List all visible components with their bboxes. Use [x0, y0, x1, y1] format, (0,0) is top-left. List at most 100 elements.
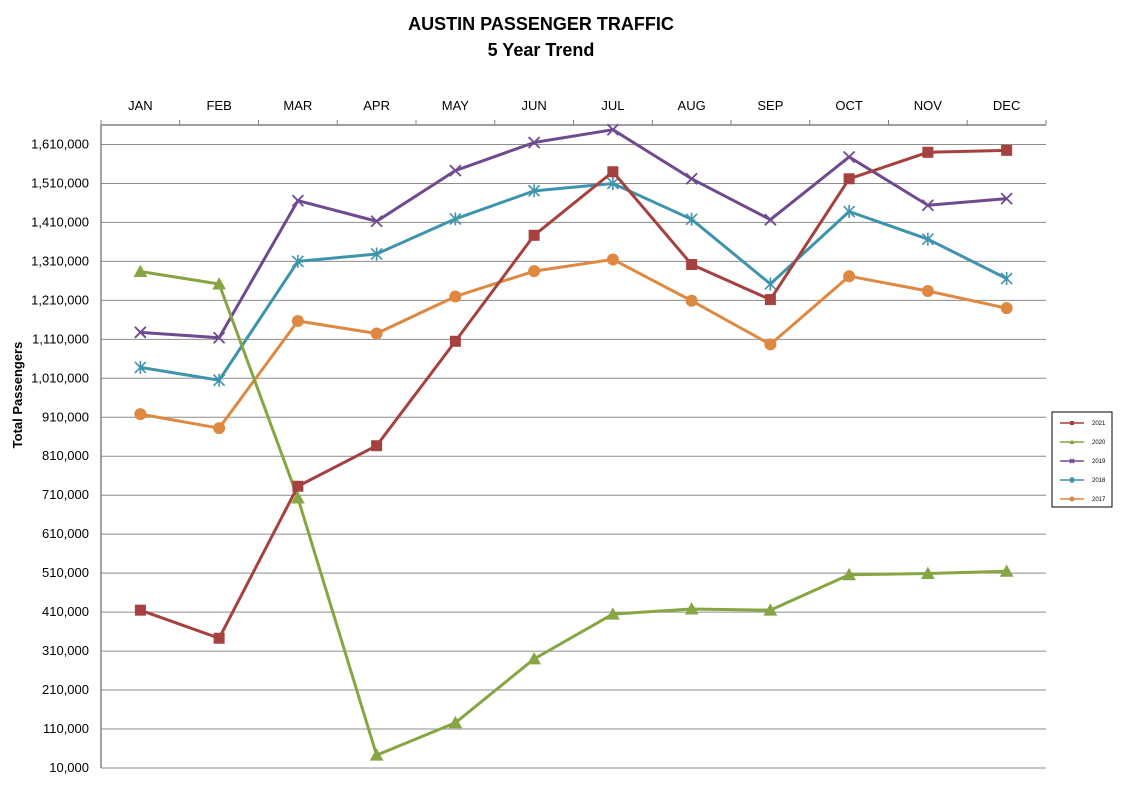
- data-point: [922, 146, 934, 158]
- data-point: [921, 232, 934, 246]
- data-point: [213, 632, 225, 644]
- data-point: [843, 205, 856, 219]
- data-point: [1069, 458, 1075, 464]
- data-point: [843, 270, 856, 283]
- data-point: [291, 194, 305, 207]
- data-point: [842, 150, 856, 164]
- legend: 2021 2020 2019 2018 2017: [1051, 411, 1113, 508]
- data-point: [133, 264, 148, 278]
- x-tick-label: SEP: [757, 98, 783, 113]
- y-tick-label: 910,000: [42, 409, 89, 424]
- y-tick-label: 810,000: [42, 448, 89, 463]
- series-line: [140, 270, 1007, 757]
- x-tick-label: AUG: [678, 98, 706, 113]
- y-tick-label: 1,010,000: [31, 370, 89, 385]
- data-point: [528, 229, 540, 241]
- data-point: [606, 253, 619, 266]
- data-point: [684, 602, 699, 615]
- legend-item: 2018: [1060, 477, 1106, 484]
- data-point: [1000, 192, 1013, 205]
- legend-label: 2018: [1092, 478, 1106, 484]
- data-point: [212, 331, 226, 344]
- data-point: [134, 604, 146, 616]
- data-point: [763, 603, 778, 616]
- data-point: [764, 277, 777, 291]
- data-point: [1000, 272, 1013, 286]
- y-axis-label: Total Passengers: [10, 342, 25, 449]
- data-point: [370, 327, 383, 340]
- chart-title: AUSTIN PASSENGER TRAFFIC: [408, 14, 674, 34]
- data-point: [291, 315, 304, 328]
- y-tick-label: 310,000: [42, 643, 89, 658]
- y-tick-label: 1,110,000: [32, 331, 89, 346]
- data-point: [134, 360, 147, 374]
- data-point: [843, 173, 855, 185]
- x-tick-label: MAY: [442, 98, 470, 113]
- data-point: [370, 247, 383, 261]
- x-tick-label: OCT: [835, 98, 863, 113]
- y-tick-label: 1,210,000: [31, 292, 89, 307]
- x-tick-label: NOV: [914, 98, 943, 113]
- data-point: [685, 172, 698, 185]
- data-point: [1069, 439, 1075, 444]
- y-tick-label: 1,610,000: [31, 136, 89, 151]
- data-point: [449, 164, 462, 177]
- y-tick-label: 510,000: [42, 565, 89, 580]
- data-point: [449, 212, 462, 226]
- legend-item: 2017: [1060, 496, 1106, 503]
- data-point: [528, 184, 541, 198]
- data-point: [292, 480, 304, 492]
- data-point: [528, 265, 541, 278]
- data-point: [527, 136, 541, 149]
- data-point: [213, 422, 226, 435]
- x-tick-label: FEB: [206, 98, 231, 113]
- legend-label: 2019: [1092, 459, 1106, 465]
- data-point: [606, 607, 620, 620]
- data-point: [842, 567, 856, 581]
- series-2017: [134, 253, 1013, 435]
- data-point: [291, 491, 305, 504]
- series-2018: [134, 176, 1013, 387]
- data-point: [607, 166, 619, 178]
- data-point: [921, 199, 935, 212]
- x-tick-label: MAR: [283, 98, 312, 113]
- series-2021: [134, 144, 1013, 644]
- data-point: [685, 212, 698, 226]
- series-line: [140, 257, 1007, 430]
- x-tick-label: DEC: [993, 98, 1020, 113]
- legend-label: 2021: [1092, 421, 1106, 427]
- data-point: [685, 294, 698, 307]
- data-point: [1069, 496, 1075, 502]
- data-point: [606, 123, 620, 136]
- legend-item: 2019: [1060, 458, 1106, 465]
- y-tick-label: 1,410,000: [31, 214, 89, 229]
- legend-item: 2020: [1060, 439, 1106, 446]
- data-point: [370, 215, 383, 228]
- data-point: [527, 652, 541, 665]
- x-tick-label: JUN: [521, 98, 546, 113]
- y-tick-label: 210,000: [42, 682, 89, 697]
- data-point: [764, 338, 777, 351]
- grid-layer: [101, 143, 1046, 769]
- legend-label: 2020: [1092, 440, 1106, 446]
- y-tick-label: 610,000: [42, 526, 89, 541]
- data-point: [369, 748, 384, 761]
- x-tick-label: JUL: [601, 98, 624, 113]
- data-point: [921, 285, 934, 298]
- data-point: [1001, 144, 1013, 156]
- y-tick-label: 10,000: [49, 760, 89, 775]
- series-layer: [133, 123, 1014, 761]
- series-2019: [134, 123, 1013, 344]
- data-point: [134, 408, 147, 421]
- data-point: [291, 254, 304, 268]
- data-point: [686, 259, 698, 271]
- data-point: [213, 373, 226, 387]
- data-point: [921, 566, 935, 580]
- series-line: [140, 128, 1007, 340]
- data-point: [1069, 477, 1075, 483]
- y-tick-label: 410,000: [42, 604, 89, 619]
- legend-item: 2021: [1060, 421, 1106, 427]
- series-line: [139, 148, 1007, 640]
- data-point: [449, 290, 462, 303]
- data-point: [212, 277, 226, 290]
